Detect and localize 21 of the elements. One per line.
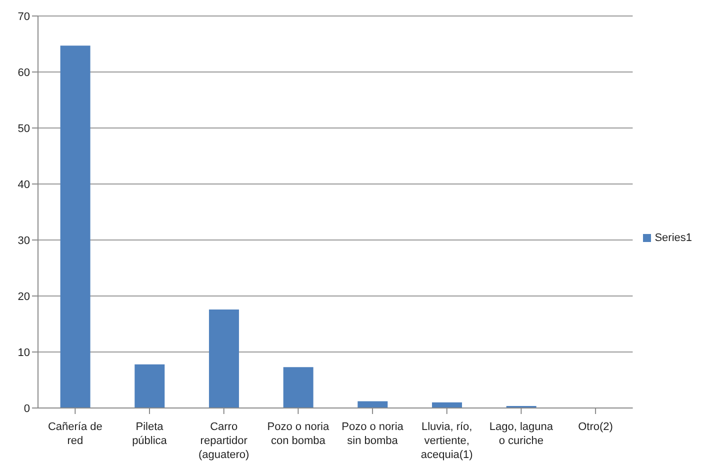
x-tick-label: Pozo o noria sin bomba	[342, 421, 404, 447]
y-tick-label: 0	[24, 402, 30, 415]
y-tick-label: 30	[18, 234, 30, 247]
x-tick-label: Carro repartidor (aguatero)	[198, 421, 250, 461]
y-tick-label: 20	[18, 290, 30, 303]
x-tick-label: Cañería de red	[48, 421, 102, 447]
x-tick-label: Lluvia, río, vertiente, acequia(1)	[420, 421, 473, 461]
y-tick-label: 50	[18, 122, 30, 135]
bar	[283, 367, 314, 408]
x-tick-label: Lago, laguna o curiche	[489, 421, 554, 447]
bar	[208, 309, 239, 408]
x-tick-label: Otro(2)	[578, 421, 613, 433]
y-tick-label: 70	[18, 10, 30, 23]
bar	[134, 364, 165, 408]
x-tick-label: Pileta pública	[132, 421, 168, 447]
x-tick-label: Pozo o noria con bomba	[267, 421, 330, 447]
y-tick-label: 40	[18, 178, 30, 191]
legend-label: Series1	[654, 232, 692, 244]
y-tick-label: 10	[18, 346, 30, 359]
y-tick-label: 60	[18, 66, 30, 79]
bar	[60, 46, 90, 408]
